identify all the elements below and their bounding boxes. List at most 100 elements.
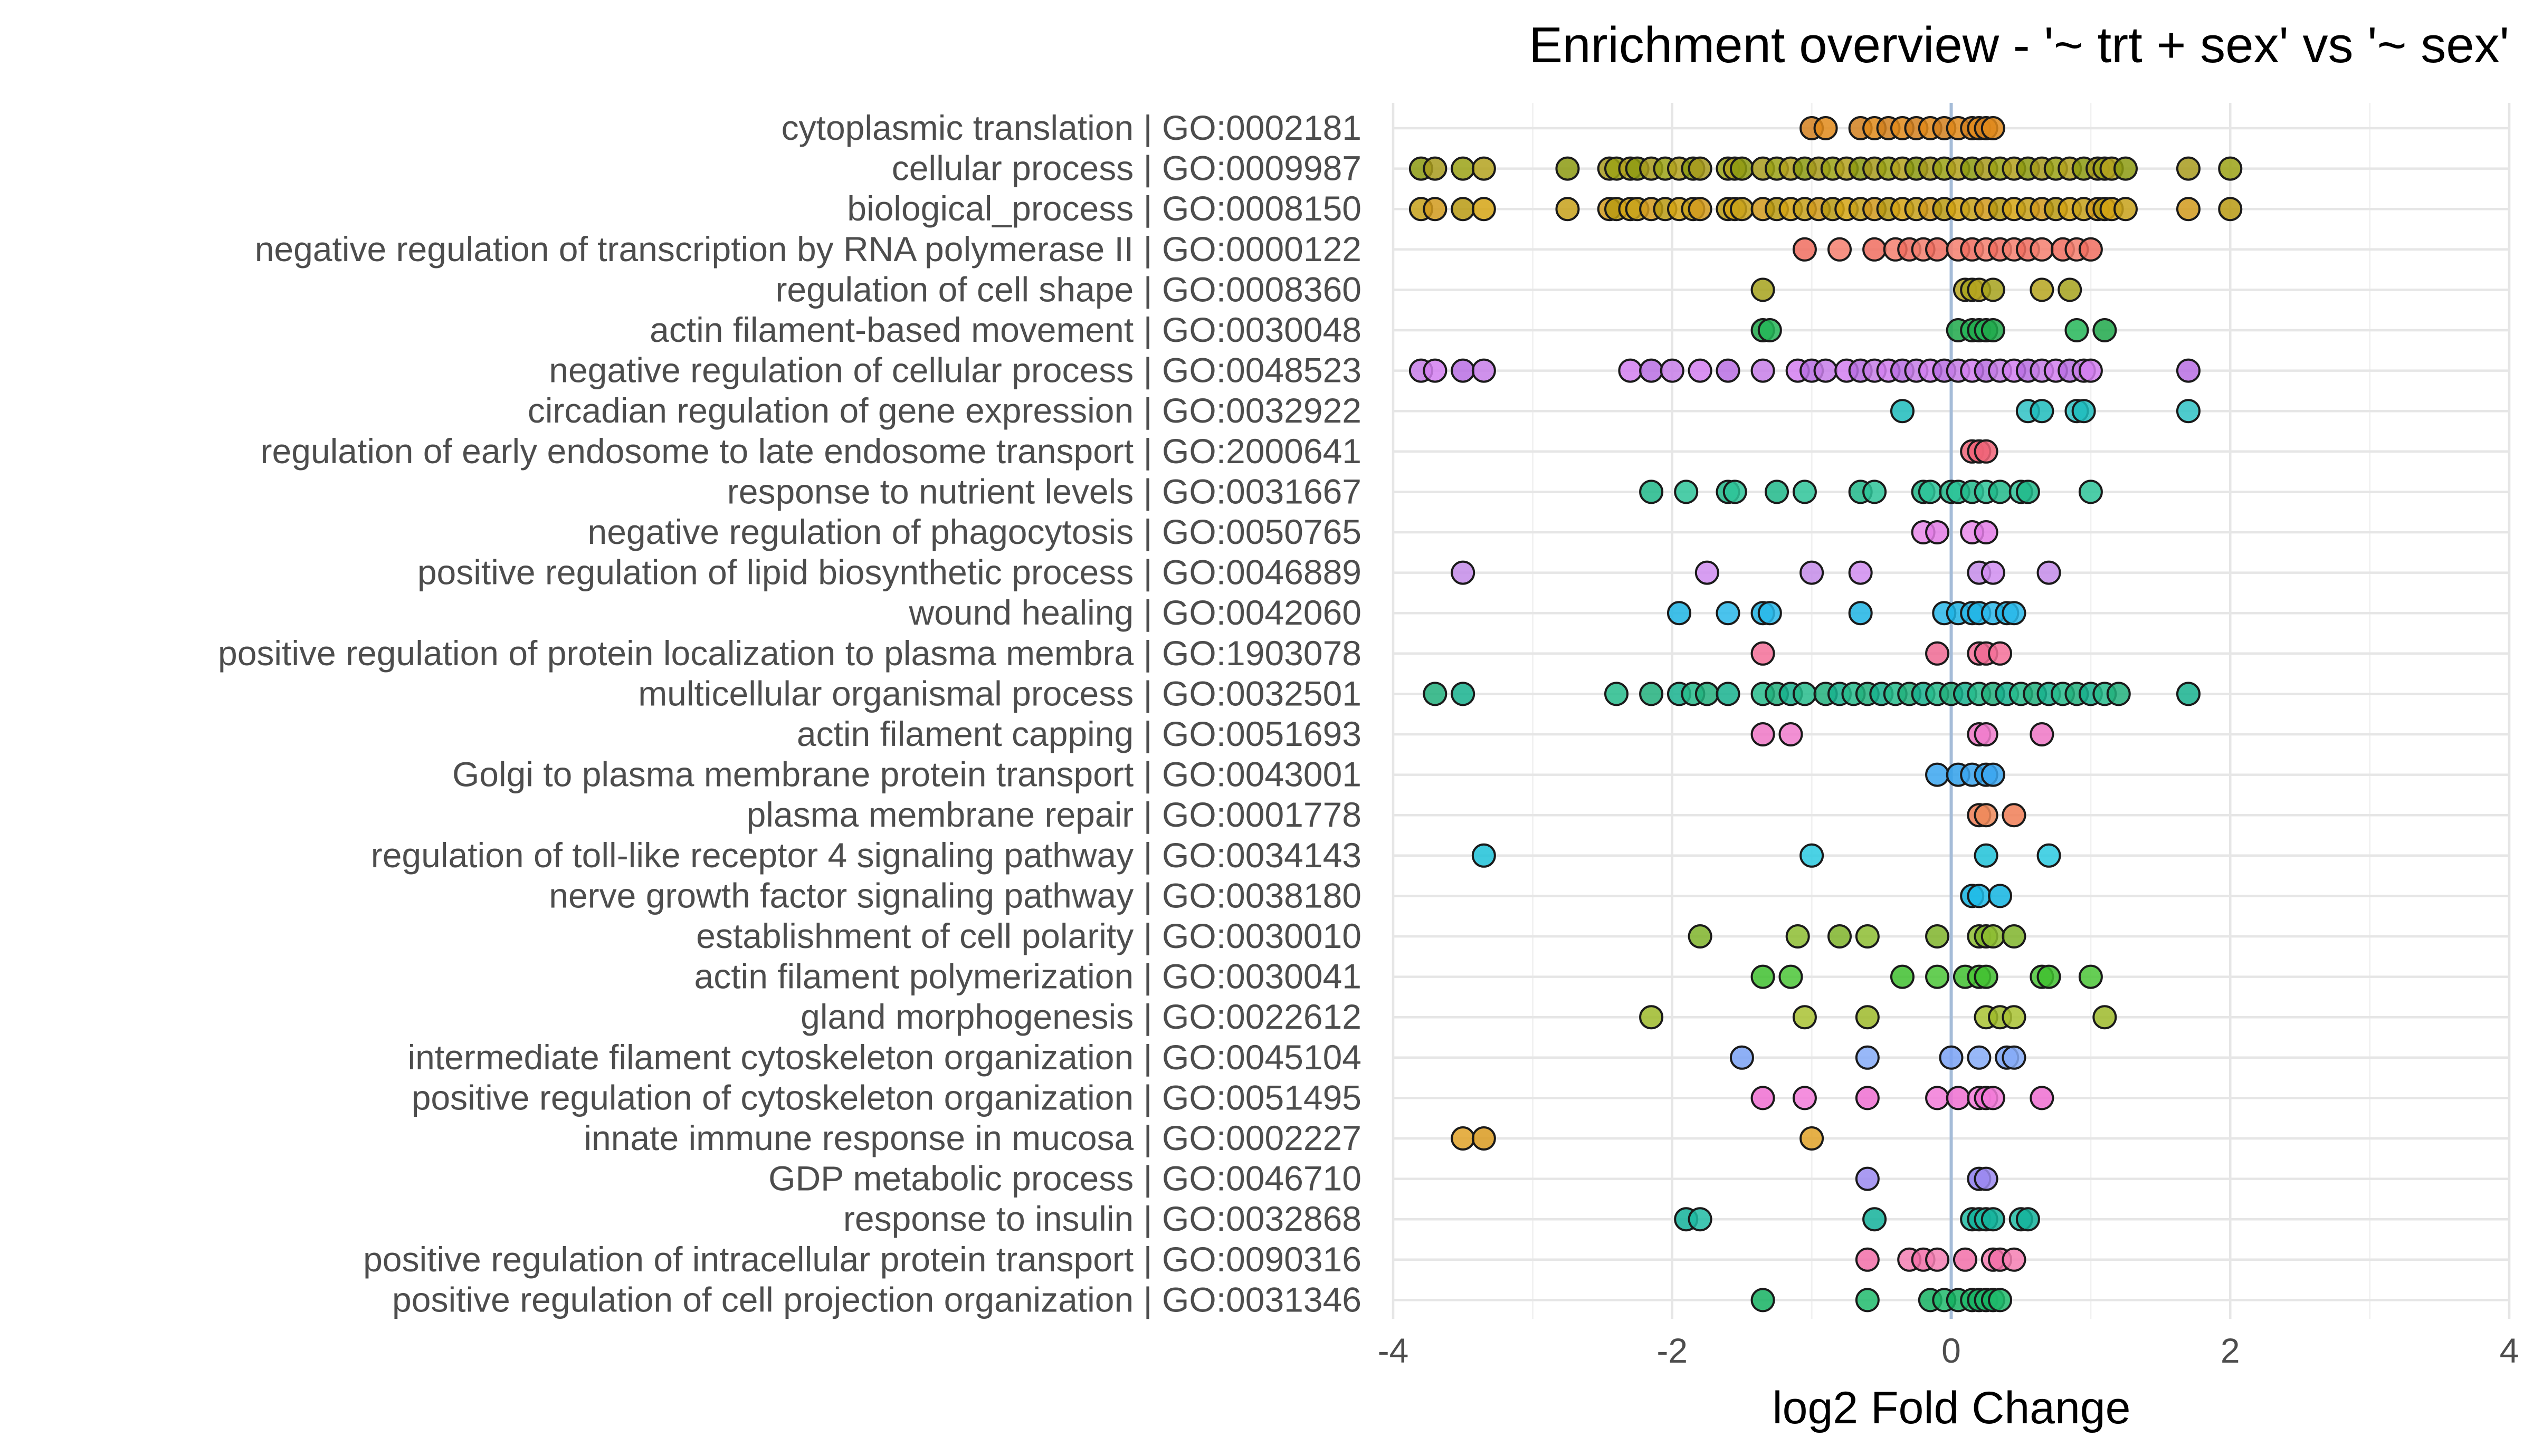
- data-point: [1688, 1207, 1712, 1232]
- chart-title: Enrichment overview - '~ trt + sex' vs '…: [1529, 17, 2509, 73]
- data-point: [1451, 1126, 1475, 1151]
- data-point: [1667, 601, 1691, 626]
- y-tick-label: positive regulation of lipid biosyntheti…: [417, 553, 1361, 592]
- data-point: [1471, 358, 1496, 383]
- data-point: [1688, 156, 1712, 181]
- y-tick-label: positive regulation of cytoskeleton orga…: [412, 1078, 1361, 1117]
- data-point: [1451, 682, 1475, 706]
- data-point: [1688, 924, 1712, 949]
- y-tick-label: regulation of toll-like receptor 4 signa…: [371, 836, 1361, 875]
- data-point: [2030, 277, 2054, 302]
- data-point: [2058, 277, 2082, 302]
- y-tick-label: negative regulation of phagocytosis | GO…: [588, 512, 1361, 551]
- data-point: [1716, 358, 1740, 383]
- y-tick-label: negative regulation of transcription by …: [255, 229, 1361, 269]
- data-point: [1799, 1126, 1824, 1151]
- data-point: [1765, 480, 1789, 504]
- data-point: [2030, 237, 2054, 262]
- y-tick-label: wound healing | GO:0042060: [909, 593, 1361, 632]
- data-point: [1967, 884, 1992, 908]
- data-point: [1855, 1045, 1880, 1070]
- data-point: [2036, 560, 2061, 585]
- data-point: [2176, 682, 2201, 706]
- data-point: [2078, 358, 2103, 383]
- data-point: [2078, 237, 2103, 262]
- y-tick-label: regulation of cell shape | GO:0008360: [775, 270, 1361, 309]
- data-point: [1688, 197, 1712, 222]
- data-point: [1451, 560, 1475, 585]
- data-point: [1729, 197, 1754, 222]
- data-point: [1694, 682, 1719, 706]
- data-point: [1757, 601, 1782, 626]
- data-point: [1750, 358, 1775, 383]
- data-point: [2015, 480, 2040, 504]
- y-tick-label: regulation of early endosome to late end…: [261, 432, 1361, 471]
- data-point: [1750, 722, 1775, 746]
- data-point: [1716, 682, 1740, 706]
- data-point: [1939, 1045, 1964, 1070]
- data-point: [1729, 156, 1754, 181]
- data-point: [2064, 318, 2089, 342]
- data-point: [1813, 116, 1838, 140]
- data-point: [1827, 924, 1852, 949]
- data-point: [1974, 803, 1998, 828]
- data-point: [1980, 277, 2005, 302]
- x-axis-label: log2 Fold Change: [1773, 1383, 2131, 1433]
- data-point: [2002, 1247, 2026, 1272]
- data-point: [1946, 1086, 1970, 1110]
- data-point: [2030, 722, 2054, 746]
- data-point: [1848, 601, 1873, 626]
- data-point: [2002, 924, 2026, 949]
- data-point: [1604, 682, 1629, 706]
- data-point: [2176, 156, 2201, 181]
- data-point: [1925, 520, 1950, 544]
- data-point: [1855, 1288, 1880, 1313]
- data-point: [1925, 1086, 1950, 1110]
- y-tick-label: circadian regulation of gene expression …: [528, 391, 1361, 430]
- data-point: [1980, 560, 2005, 585]
- y-tick-label: plasma membrane repair | GO:0001778: [747, 795, 1361, 834]
- data-points: [1408, 116, 2243, 1313]
- x-axis-tick-labels: -4 -2 0 2 4: [1378, 1331, 2519, 1370]
- data-point: [2092, 318, 2117, 342]
- y-tick-label: positive regulation of protein localizat…: [218, 634, 1361, 673]
- data-point: [1862, 480, 1887, 504]
- data-point: [1813, 358, 1838, 383]
- y-tick-label: actin filament polymerization | GO:00300…: [694, 957, 1361, 996]
- data-point: [2071, 399, 2096, 424]
- y-tick-label: negative regulation of cellular process …: [549, 351, 1361, 390]
- data-point: [1988, 480, 2013, 504]
- data-point: [1855, 1166, 1880, 1191]
- y-tick-label: establishment of cell polarity | GO:0030…: [696, 916, 1361, 955]
- y-tick-label: response to insulin | GO:0032868: [843, 1199, 1361, 1238]
- data-point: [2218, 156, 2243, 181]
- data-point: [1471, 843, 1496, 868]
- data-point: [1953, 1247, 1977, 1272]
- y-tick-label: innate immune response in mucosa | GO:00…: [584, 1118, 1361, 1157]
- data-point: [2030, 1086, 2054, 1110]
- data-point: [1988, 1288, 2013, 1313]
- data-point: [1471, 1126, 1496, 1151]
- data-point: [1862, 237, 1887, 262]
- data-point: [1423, 156, 1448, 181]
- x-tick-label: -4: [1378, 1331, 1409, 1370]
- data-point: [1792, 1086, 1817, 1110]
- data-point: [1974, 439, 1998, 464]
- data-point: [1799, 843, 1824, 868]
- y-axis-tick-labels: cytoplasmic translation | GO:0002181cell…: [218, 108, 1361, 1319]
- y-tick-label: actin filament-based movement | GO:00300…: [650, 310, 1361, 349]
- data-point: [1423, 358, 1448, 383]
- data-point: [2015, 1207, 2040, 1232]
- x-tick-label: 0: [1941, 1331, 1961, 1370]
- data-point: [2002, 1005, 2026, 1030]
- data-point: [1855, 1086, 1880, 1110]
- data-point: [1471, 156, 1496, 181]
- data-point: [1555, 197, 1580, 222]
- data-point: [1688, 358, 1712, 383]
- data-point: [2030, 399, 2054, 424]
- data-point: [1890, 399, 1915, 424]
- data-point: [1974, 964, 1998, 989]
- data-point: [1555, 156, 1580, 181]
- data-point: [1785, 924, 1810, 949]
